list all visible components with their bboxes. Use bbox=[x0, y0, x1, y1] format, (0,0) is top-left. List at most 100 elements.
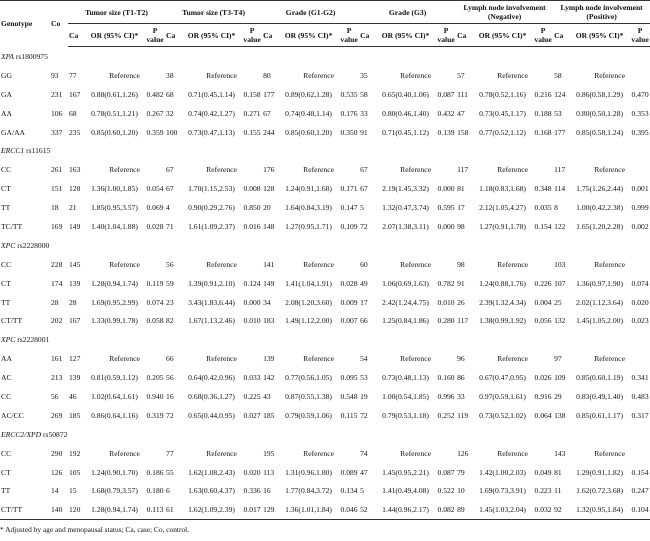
p-value: 0.046 bbox=[339, 500, 360, 521]
ca-count: 139 bbox=[69, 373, 81, 383]
ca-count: 26 bbox=[457, 297, 465, 307]
ca-count: 91 bbox=[457, 278, 465, 288]
p-value: 0.482 bbox=[146, 89, 164, 99]
odds-ratio: 1.00(0.42,2.38) bbox=[576, 203, 623, 213]
subheader: P value bbox=[533, 23, 554, 47]
p-value: 0.359 bbox=[146, 127, 164, 137]
co-count: 228 bbox=[51, 259, 63, 269]
p-value: 0.016 bbox=[243, 221, 261, 231]
p-value: 0.033 bbox=[243, 373, 261, 383]
subheader: P value bbox=[339, 23, 360, 47]
section-row: XPA rs1800975 bbox=[0, 47, 650, 66]
ca-count: 8 bbox=[554, 203, 558, 213]
genotype: CT/TT bbox=[1, 316, 23, 326]
ca-count: 192 bbox=[69, 448, 81, 458]
odds-ratio: 1.85(0.95,3.57) bbox=[91, 203, 138, 213]
reference: Reference bbox=[400, 70, 431, 80]
reference: Reference bbox=[497, 259, 528, 269]
odds-ratio: 0.88(0.61,1.26) bbox=[91, 89, 138, 99]
footnote: * Adjusted by age and menopausal status;… bbox=[0, 525, 190, 535]
data-row: GG 93 77 Reference 38 Reference 80 Reference 35 R… bbox=[0, 66, 650, 85]
odds-ratio: 1.62(1.08,2.43) bbox=[188, 467, 235, 477]
odds-ratio: 3.43(1.83,6.44) bbox=[188, 297, 235, 307]
ca-count: 142 bbox=[263, 373, 275, 383]
p-value: 0.782 bbox=[437, 278, 455, 288]
group-header: Grade (G1-G2) bbox=[262, 0, 360, 24]
ca-count: 49 bbox=[360, 278, 368, 288]
p-value: 0.432 bbox=[437, 108, 455, 118]
odds-ratio: 1.28(0.94,1.74) bbox=[84, 500, 145, 521]
ca-count: 68 bbox=[69, 108, 77, 118]
section-title: XPC rs2228000 bbox=[0, 236, 650, 255]
genotype: CT bbox=[1, 278, 11, 288]
odds-ratio: 1.69(0.73,3.91) bbox=[479, 486, 526, 496]
results-table: Genotype Co Tumor size (T1-T2) Tumor size (… bbox=[0, 0, 650, 521]
odds-ratio: 1.64(0.84,3.19) bbox=[285, 203, 332, 213]
p-value: 0.058 bbox=[146, 316, 164, 326]
odds-ratio: 0.80(0.46,1.40) bbox=[382, 108, 429, 118]
odds-ratio: 1.42(1.00,2.03) bbox=[479, 467, 526, 477]
reference: Reference bbox=[594, 259, 625, 269]
ca-count: 139 bbox=[69, 278, 81, 288]
ca-count: 149 bbox=[69, 221, 81, 231]
ca-count: 21 bbox=[69, 203, 77, 213]
reference: Reference bbox=[400, 259, 431, 269]
odds-ratio: 1.44(0.96,2.17) bbox=[375, 500, 437, 521]
co-count: 161 bbox=[51, 354, 63, 364]
ca-count: 67 bbox=[360, 165, 368, 175]
p-value: 0.000 bbox=[437, 221, 455, 231]
subheader: OR (95% CI)* bbox=[375, 23, 437, 47]
reference: Reference bbox=[400, 448, 431, 458]
odds-ratio: 2.02(1.12,3.64) bbox=[576, 297, 623, 307]
p-value: 0.160 bbox=[437, 373, 455, 383]
subheader: Ca bbox=[165, 23, 182, 47]
p-value: 0.247 bbox=[631, 486, 649, 496]
ca-count: 109 bbox=[554, 373, 566, 383]
ca-count: 141 bbox=[263, 259, 275, 269]
reference: Reference bbox=[303, 259, 334, 269]
odds-ratio: 1.36(1.01,1.84) bbox=[278, 500, 340, 521]
subheader: Ca bbox=[553, 23, 570, 47]
ca-count: 25 bbox=[554, 297, 562, 307]
ca-count: 57 bbox=[457, 70, 465, 80]
p-value: 0.027 bbox=[243, 410, 261, 420]
genotype: CT/TT bbox=[0, 500, 50, 521]
p-value: 0.004 bbox=[534, 297, 552, 307]
p-value: 0.267 bbox=[146, 108, 164, 118]
ca-count: 163 bbox=[69, 165, 81, 175]
gene-name: XPC bbox=[1, 240, 16, 250]
odds-ratio: 1.28(0.94,1.74) bbox=[91, 278, 138, 288]
ca-count: 43 bbox=[263, 391, 271, 401]
ca-count: 10 bbox=[457, 486, 465, 496]
odds-ratio: 0.86(0.58,1.29) bbox=[576, 89, 623, 99]
co-count: 14 bbox=[51, 486, 59, 496]
ca-count: 113 bbox=[263, 467, 275, 477]
odds-ratio: 1.41(1.04,1.91) bbox=[285, 278, 332, 288]
ca-count: 92 bbox=[553, 500, 570, 521]
odds-ratio: 1.24(0.91,1.68) bbox=[285, 184, 332, 194]
ca-count: 98 bbox=[457, 259, 465, 269]
odds-ratio: 1.06(0.69,1.63) bbox=[382, 278, 429, 288]
ca-count: 148 bbox=[263, 221, 275, 231]
group-header: Lymph node involvement (Negative) bbox=[456, 0, 554, 24]
group-header: Grade (G3) bbox=[359, 0, 457, 24]
odds-ratio: 0.86(0.64,1.16) bbox=[91, 410, 138, 420]
ca-count: 55 bbox=[166, 467, 174, 477]
p-value: 0.139 bbox=[437, 127, 455, 137]
ca-count: 61 bbox=[165, 500, 182, 521]
odds-ratio: 1.24(0.88,1.76) bbox=[479, 278, 526, 288]
ca-count: 66 bbox=[166, 354, 174, 364]
genotype: AC bbox=[1, 373, 12, 383]
genotype: GG bbox=[1, 70, 12, 80]
ca-count: 23 bbox=[166, 297, 174, 307]
odds-ratio: 0.71(0.45,1.14) bbox=[188, 89, 235, 99]
ca-count: 32 bbox=[166, 108, 174, 118]
p-value: 0.186 bbox=[146, 467, 164, 477]
odds-ratio: 1.29(0.91,1.82) bbox=[576, 467, 623, 477]
ca-count: 19 bbox=[360, 391, 368, 401]
p-value: 0.535 bbox=[340, 89, 358, 99]
odds-ratio: 1.75(1.26,2.44) bbox=[576, 184, 623, 194]
subheader: P value bbox=[436, 23, 457, 47]
reference: Reference bbox=[303, 70, 334, 80]
ca-count: 111 bbox=[457, 89, 468, 99]
